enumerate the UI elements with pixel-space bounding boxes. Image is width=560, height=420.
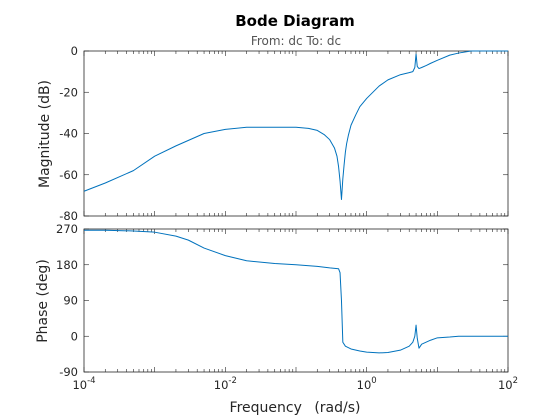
chart-title: Bode Diagram <box>235 12 354 30</box>
magnitude-ytick-label: -40 <box>59 127 78 141</box>
phase-ytick-label: 180 <box>56 258 78 272</box>
magnitude-series-line <box>83 50 508 200</box>
frequency-tick-base: 10 <box>214 378 229 392</box>
phase-ytick-label: 90 <box>63 294 78 308</box>
phase-series <box>84 229 508 354</box>
chart-subtitle: From: dc To: dc <box>251 34 341 48</box>
phase-ytick-label: -90 <box>59 365 78 379</box>
magnitude-ytick-label: 0 <box>71 44 78 58</box>
phase-plot-frame <box>83 228 509 373</box>
magnitude-panel: Magnitude (dB) 0 -20 -40 -60 -80 <box>37 44 509 223</box>
magnitude-plot-frame <box>83 50 509 217</box>
frequency-tick-label: 102 <box>498 376 518 392</box>
frequency-tick-exponent: 0 <box>371 376 376 386</box>
magnitude-axis-label: Magnitude (dB) <box>37 80 53 188</box>
frequency-tick-exponent: -2 <box>228 376 236 386</box>
magnitude-ytick-label: -20 <box>59 85 78 99</box>
frequency-tick-labels: 10-4 10-2 100 102 <box>72 376 518 392</box>
frequency-tick-base: 10 <box>357 378 372 392</box>
magnitude-ticks: 0 -20 -40 -60 -80 <box>59 44 509 223</box>
frequency-tick-base: 10 <box>498 378 513 392</box>
frequency-tick-base: 10 <box>72 378 87 392</box>
frequency-axis-label: Frequency (rad/s) <box>230 400 361 416</box>
frequency-tick-label: 100 <box>357 376 377 392</box>
frequency-tick-label: 10-2 <box>214 376 237 392</box>
frequency-tick-exponent: -4 <box>87 376 95 386</box>
frequency-axis-name: Frequency <box>230 400 302 416</box>
frequency-tick-exponent: 2 <box>513 376 518 386</box>
magnitude-ytick-label: -80 <box>59 209 78 223</box>
phase-panel: Phase (deg) 270 180 90 0 -90 <box>35 222 509 379</box>
phase-axis-label: Phase (deg) <box>35 259 51 343</box>
magnitude-series <box>83 50 508 200</box>
frequency-tick-label: 10-4 <box>72 376 95 392</box>
magnitude-ytick-label: -60 <box>59 168 78 182</box>
phase-series-line <box>84 229 508 354</box>
phase-ytick-label: 0 <box>71 329 78 343</box>
frequency-axis-unit: (rad/s) <box>314 400 360 416</box>
phase-ytick-label: 270 <box>56 222 78 236</box>
